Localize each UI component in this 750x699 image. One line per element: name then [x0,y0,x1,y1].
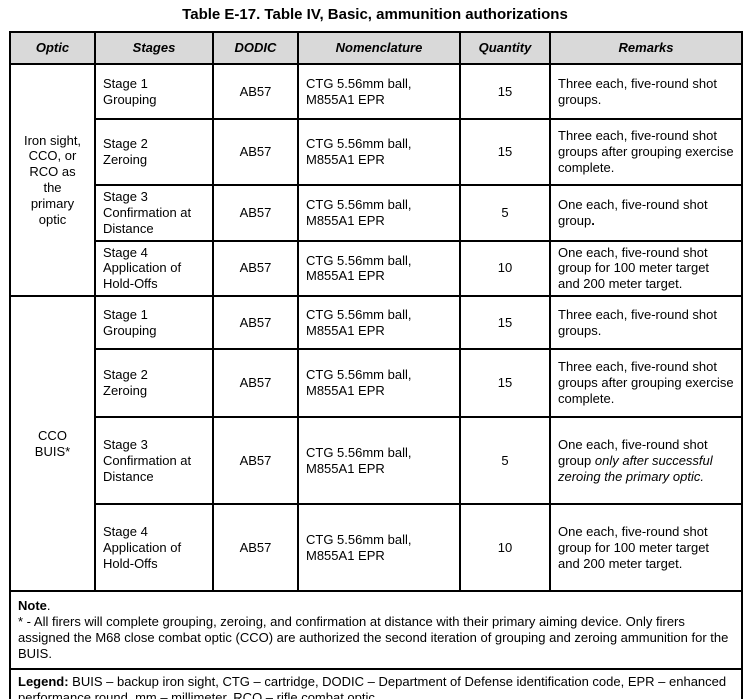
note-heading: Note. [18,598,734,614]
nomenclature-cell: CTG 5.56mm ball, M855A1 EPR [297,503,461,593]
dodic-cell: AB57 [212,118,299,186]
table-row: CCO BUIS* Stage 1 Grouping AB57 CTG 5.56… [9,295,743,593]
table-row: Stage 3 Confirmation at Distance AB57 CT… [10,416,743,506]
header-optic: Optic [9,31,96,65]
remark-bold-text: . [591,212,595,228]
table-row: Iron sight, CCO, or RCO as the primary o… [9,62,743,298]
note-row: Note. * - All firers will complete group… [9,590,743,671]
legend-cell: Legend: BUIS – backup iron sight, CTG – … [9,668,743,699]
dodic-cell: AB57 [212,295,299,351]
nomenclature-cell: CTG 5.56mm ball, M855A1 EPR [297,118,461,186]
stage-cell: Stage 1 Grouping [94,295,214,351]
stage-cell: Stage 1 Grouping [94,63,214,120]
dodic-cell: AB57 [212,239,299,298]
header-stages: Stages [94,31,214,65]
remark-text: One each, five-round shot group for 100 … [558,523,710,571]
table-row: Stage 4 Application of Hold-Offs AB57 CT… [10,239,743,298]
remark-cell: Three each, five-round shot groups. [549,63,743,120]
dodic-cell: AB57 [212,184,299,242]
stage-cell: Stage 2 Zeroing [94,348,214,419]
remark-text: Three each, five-round shot groups after… [558,128,734,175]
stage-cell: Stage 4 Application of Hold-Offs [94,239,214,298]
nomenclature-cell: CTG 5.56mm ball, M855A1 EPR [297,63,461,120]
remark-text: One each, five-round shot group for 100 … [558,244,710,292]
remark-text: Three each, five-round shot groups. [558,75,717,107]
nomenclature-cell: CTG 5.56mm ball, M855A1 EPR [297,239,461,298]
dodic-cell: AB57 [212,63,299,120]
ammunition-table: Optic Stages DODIC Nomenclature Quantity… [9,31,743,699]
remark-cell: One each, five-round shot group only aft… [549,416,743,506]
dodic-cell: AB57 [212,348,299,419]
table-row: Stage 4 Application of Hold-Offs AB57 CT… [10,503,743,593]
stage-cell: Stage 2 Zeroing [94,118,214,186]
remark-italic-text: only after successful zeroing the primar… [558,452,713,484]
table-row: Stage 2 Zeroing AB57 CTG 5.56mm ball, M8… [10,348,743,419]
table-title: Table E-17. Table IV, Basic, ammunition … [182,6,568,23]
optic-cell-group2: CCO BUIS* [9,295,96,593]
nomenclature-cell: CTG 5.56mm ball, M855A1 EPR [297,184,461,242]
remark-cell: One each, five-round shot group. [549,184,743,242]
remark-cell: Three each, five-round shot groups. [549,295,743,351]
remark-text: One each, five-round shot group [558,196,708,228]
header-nomenclature: Nomenclature [297,31,461,65]
stage-cell: Stage 3 Confirmation at Distance [94,416,214,506]
table-header-row: Optic Stages DODIC Nomenclature Quantity… [9,31,743,65]
quantity-cell: 5 [459,184,551,242]
remark-text: Three each, five-round shot groups after… [558,359,734,407]
note-label-period: . [46,598,51,614]
legend-body: BUIS – backup iron sight, CTG – cartridg… [18,674,727,699]
nomenclature-cell: CTG 5.56mm ball, M855A1 EPR [297,416,461,506]
note-cell: Note. * - All firers will complete group… [9,590,743,671]
remark-text: Three each, five-round shot groups. [558,306,717,338]
remark-cell: Three each, five-round shot groups after… [549,348,743,419]
note-label: Note [18,598,47,614]
quantity-cell: 10 [459,239,551,298]
header-quantity: Quantity [459,31,551,65]
legend-row: Legend: BUIS – backup iron sight, CTG – … [9,668,743,699]
legend-label: Legend: [18,674,69,690]
stage-cell: Stage 3 Confirmation at Distance [94,184,214,242]
quantity-cell: 5 [459,416,551,506]
remark-cell: One each, five-round shot group for 100 … [549,239,743,298]
table-row: Stage 2 Zeroing AB57 CTG 5.56mm ball, M8… [10,118,743,186]
nomenclature-cell: CTG 5.56mm ball, M855A1 EPR [297,295,461,351]
stage-cell: Stage 4 Application of Hold-Offs [94,503,214,593]
quantity-cell: 15 [459,63,551,120]
optic-cell-group1: Iron sight, CCO, or RCO as the primary o… [9,62,96,298]
dodic-cell: AB57 [212,503,299,593]
nomenclature-cell: CTG 5.56mm ball, M855A1 EPR [297,348,461,419]
dodic-cell: AB57 [212,416,299,506]
remark-cell: Three each, five-round shot groups after… [549,118,743,186]
table-row: Stage 3 Confirmation at Distance AB57 CT… [10,184,743,242]
quantity-cell: 10 [459,503,551,593]
remark-cell: One each, five-round shot group for 100 … [549,503,743,593]
note-body: * - All firers will complete grouping, z… [18,614,729,662]
header-remarks: Remarks [549,31,743,65]
quantity-cell: 15 [459,118,551,186]
quantity-cell: 15 [459,348,551,419]
remark-text: One each, five-round shot group [558,436,708,468]
quantity-cell: 15 [459,295,551,351]
header-dodic: DODIC [212,31,299,65]
